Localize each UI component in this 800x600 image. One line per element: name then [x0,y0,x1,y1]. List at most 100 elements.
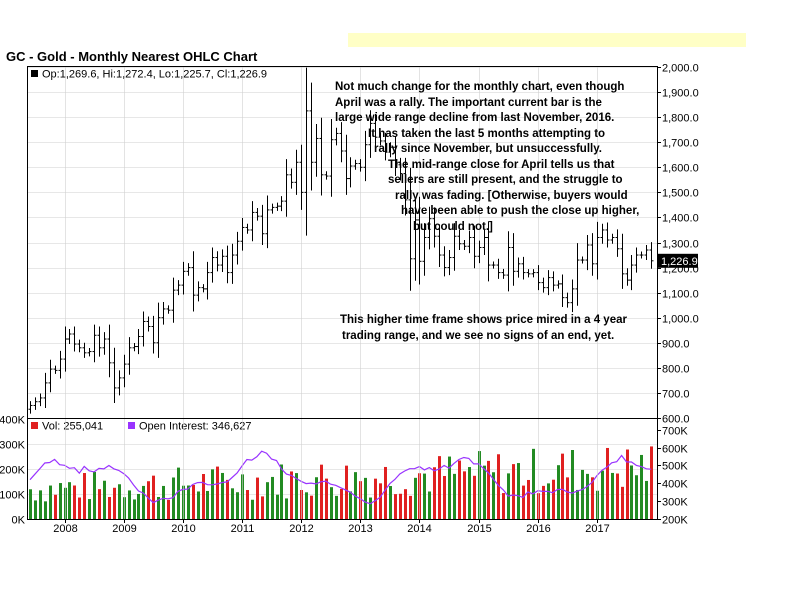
volume-bar [187,485,190,519]
volume-bar [133,499,136,519]
ohlc-bar [319,117,324,196]
volume-bar [581,469,584,519]
volume-bar [315,477,318,519]
volume-bar [423,473,426,519]
volume-bar [379,483,382,519]
ohlc-bar [432,207,437,248]
volume-bar [246,490,249,519]
volume-bar [547,483,550,519]
ohlc-bar [388,142,393,158]
volume-bar [162,485,165,519]
volume-bar [522,485,525,519]
ohlc-bar [565,292,570,308]
volume-bar [601,470,604,519]
volume-bar [473,475,476,519]
ohlc-bar [176,280,181,296]
annotation-line: large wide range decline from last Novem… [335,112,615,124]
ohlc-bar [225,245,230,284]
volume-bar [93,471,96,519]
ohlc-bar [600,223,605,244]
ohlc-bar [575,243,580,306]
ohlc-bar [38,393,43,407]
volume-bar [345,465,348,519]
volume-bar [512,464,515,519]
volume-bar [206,490,209,519]
price-tick-label: 2,000.0 [662,63,699,75]
volume-tick-label: 300K [0,440,26,452]
volume-bar [29,489,32,519]
ohlc-bar [560,274,565,308]
volume-bar [261,496,264,519]
volume-bar [591,477,594,519]
volume-bar [147,481,150,519]
ohlc-bar [536,265,541,291]
volume-bar [428,491,431,519]
ohlc-bar [491,261,496,269]
ohlc-bar [625,268,630,286]
ohlc-bar [511,233,516,286]
annotation-line: but could not.] [413,220,493,233]
ohlc-bar [422,223,427,276]
volume-bar [468,467,471,519]
ohlc-bar [58,350,63,379]
ohlc-bar [457,229,462,251]
ohlc-bar [102,332,107,355]
volume-bar [177,467,180,519]
header-highlight-bar [348,33,746,47]
time-tick-label: 2016 [526,523,550,535]
ohlc-bar [447,250,452,276]
ohlc-bar [403,157,408,216]
volume-bar [128,490,131,519]
ohlc-bar [417,196,422,285]
ohlc-bar [112,347,117,403]
ohlc-bar [570,279,575,313]
volume-bar [226,479,229,519]
open-interest-axis: 200K 300K 400K 500K 600K 700K [657,426,688,527]
volume-bar [626,449,629,519]
annotation-top: Not much change for the monthly chart, e… [335,80,639,235]
ohlc-bar [556,280,561,289]
ohlc-bar [467,230,472,254]
ohlc-bar [255,208,260,221]
volume-bar [142,485,145,519]
ohlc-bar [181,261,186,295]
volume-bar [167,499,170,519]
volume-tick-label: 100K [0,490,26,502]
volume-bar [231,488,234,519]
volume-bar [542,485,545,519]
volume-tick-label: 0K [12,515,26,527]
volume-bar [320,464,323,519]
annotation-line: have been able to push the close up high… [401,205,640,217]
ohlc-bar [230,243,235,284]
ohlc-bar [378,132,383,146]
volume-bar [290,471,293,519]
volume-bar [438,456,441,519]
volume-bar [88,499,91,519]
volume-bar [621,486,624,519]
volume-bar [59,483,62,519]
ohlc-bar [486,221,491,282]
oi-tick-label: 500K [662,461,688,473]
ohlc-bar [329,119,334,197]
volume-bar [83,473,86,519]
volume-bar [68,482,71,519]
ohlc-bar [437,224,442,267]
annotation-line: The mid-range close for April tells us t… [388,158,615,171]
volume-bar [285,498,288,519]
ohlc-bar [156,302,161,358]
volume-bar [98,489,101,519]
price-tick-label: 1,400.0 [662,213,699,225]
ohlc-bar [205,261,210,300]
ohlc-bar [63,326,68,372]
ohlc-bar [43,372,48,408]
ohlc-bar [373,114,378,147]
ohlc-bar [279,196,284,212]
chart-title: GC - Gold - Monthly Nearest OHLC Chart [6,49,258,64]
ohlc-bar [595,221,600,280]
oi-tick-label: 400K [662,479,688,491]
volume-bar [552,479,555,519]
price-tick-label: 900.0 [662,339,690,351]
volume-bar [349,491,352,519]
time-tick-label: 2014 [407,523,431,535]
